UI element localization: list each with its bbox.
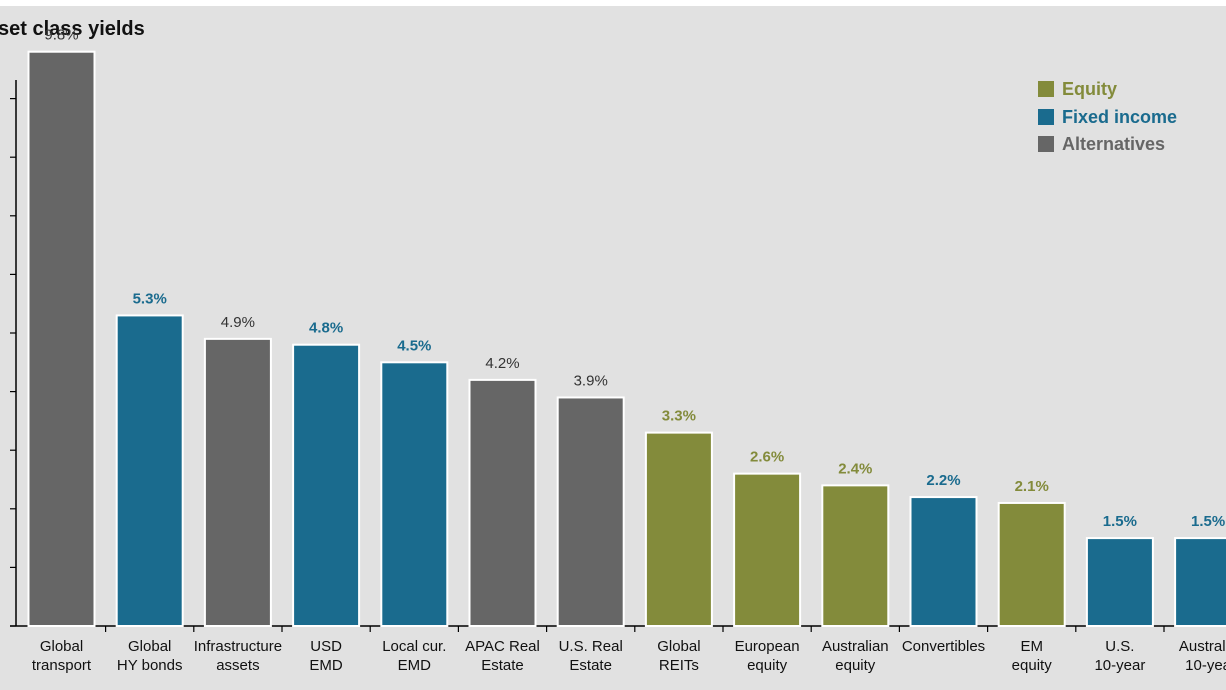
x-tick-label: USD bbox=[310, 638, 342, 655]
x-tick-label: Global bbox=[40, 638, 83, 655]
bar-value-label: 4.9% bbox=[221, 314, 255, 331]
x-tick-label: transport bbox=[32, 657, 92, 674]
x-tick-label: Local cur. bbox=[382, 638, 446, 655]
bar bbox=[821, 484, 890, 627]
x-tick-label: Estate bbox=[569, 657, 612, 674]
bar bbox=[997, 501, 1066, 627]
chart-title: set class yields bbox=[0, 18, 145, 40]
x-tick-label: U.S. bbox=[1105, 638, 1134, 655]
x-tick-label: APAC Real bbox=[465, 638, 540, 655]
bar bbox=[203, 337, 272, 627]
x-tick-label: Estate bbox=[481, 657, 524, 674]
bar bbox=[292, 343, 361, 627]
bar-value-label: 1.5% bbox=[1191, 513, 1225, 530]
x-tick-label: HY bonds bbox=[117, 657, 183, 674]
x-tick-label: equity bbox=[835, 657, 876, 674]
legend-label-fixed-income: Fixed income bbox=[1062, 106, 1178, 127]
bar bbox=[644, 431, 713, 627]
legend-item-equity: Equity bbox=[1038, 78, 1117, 100]
legend-item-alternatives: Alternatives bbox=[1038, 133, 1165, 155]
x-tick-label: EMD bbox=[398, 657, 432, 674]
bar-value-label: 3.9% bbox=[574, 372, 608, 389]
bar bbox=[556, 396, 625, 627]
bar bbox=[1085, 537, 1154, 627]
bar-value-label: 2.6% bbox=[750, 449, 784, 466]
x-tick-label: Convertibles bbox=[902, 638, 985, 655]
x-tick-label: Australia bbox=[1179, 638, 1226, 655]
bar-value-label: 5.3% bbox=[133, 290, 167, 307]
bar-value-label: 3.3% bbox=[662, 408, 696, 425]
x-tick-label: Australian bbox=[822, 638, 889, 655]
legend-label-alternatives: Alternatives bbox=[1062, 133, 1166, 154]
legend-swatch-fixed-income bbox=[1038, 109, 1054, 125]
bar bbox=[733, 472, 802, 628]
bar-value-label: 2.2% bbox=[926, 472, 960, 489]
legend-swatch-equity bbox=[1038, 81, 1054, 97]
x-tick-label: REITs bbox=[659, 657, 699, 674]
bar-value-label: 4.2% bbox=[485, 355, 519, 372]
bar bbox=[468, 378, 537, 627]
x-tick-label: EMD bbox=[309, 657, 343, 674]
bar bbox=[115, 314, 184, 627]
bar-value-label: 2.1% bbox=[1015, 478, 1049, 495]
bar bbox=[909, 496, 978, 627]
bar-value-label: 2.4% bbox=[838, 460, 872, 477]
x-tick-label: U.S. Real bbox=[559, 638, 623, 655]
bar bbox=[27, 50, 96, 628]
x-tick-label: Global bbox=[657, 638, 700, 655]
x-tick-label: Infrastructure bbox=[194, 638, 282, 655]
bar-value-label: 1.5% bbox=[1103, 513, 1137, 530]
x-tick-label: equity bbox=[1012, 657, 1053, 674]
bar-value-label: 4.8% bbox=[309, 320, 343, 337]
bar bbox=[1174, 537, 1226, 627]
x-tick-label: 10-yea bbox=[1185, 657, 1226, 674]
bar bbox=[380, 361, 449, 627]
x-tick-label: equity bbox=[747, 657, 788, 674]
x-tick-label: 10-year bbox=[1094, 657, 1145, 674]
legend-item-fixed-income: Fixed income bbox=[1038, 106, 1177, 128]
bar-value-label: 4.5% bbox=[397, 337, 431, 354]
x-tick-label: Global bbox=[128, 638, 171, 655]
x-tick-label: European bbox=[735, 638, 800, 655]
x-tick-label: assets bbox=[216, 657, 259, 674]
legend-label-equity: Equity bbox=[1062, 78, 1118, 99]
x-tick-label: EM bbox=[1020, 638, 1043, 655]
bar-value-label: 9.8% bbox=[44, 27, 78, 44]
legend-swatch-alternatives bbox=[1038, 136, 1054, 152]
